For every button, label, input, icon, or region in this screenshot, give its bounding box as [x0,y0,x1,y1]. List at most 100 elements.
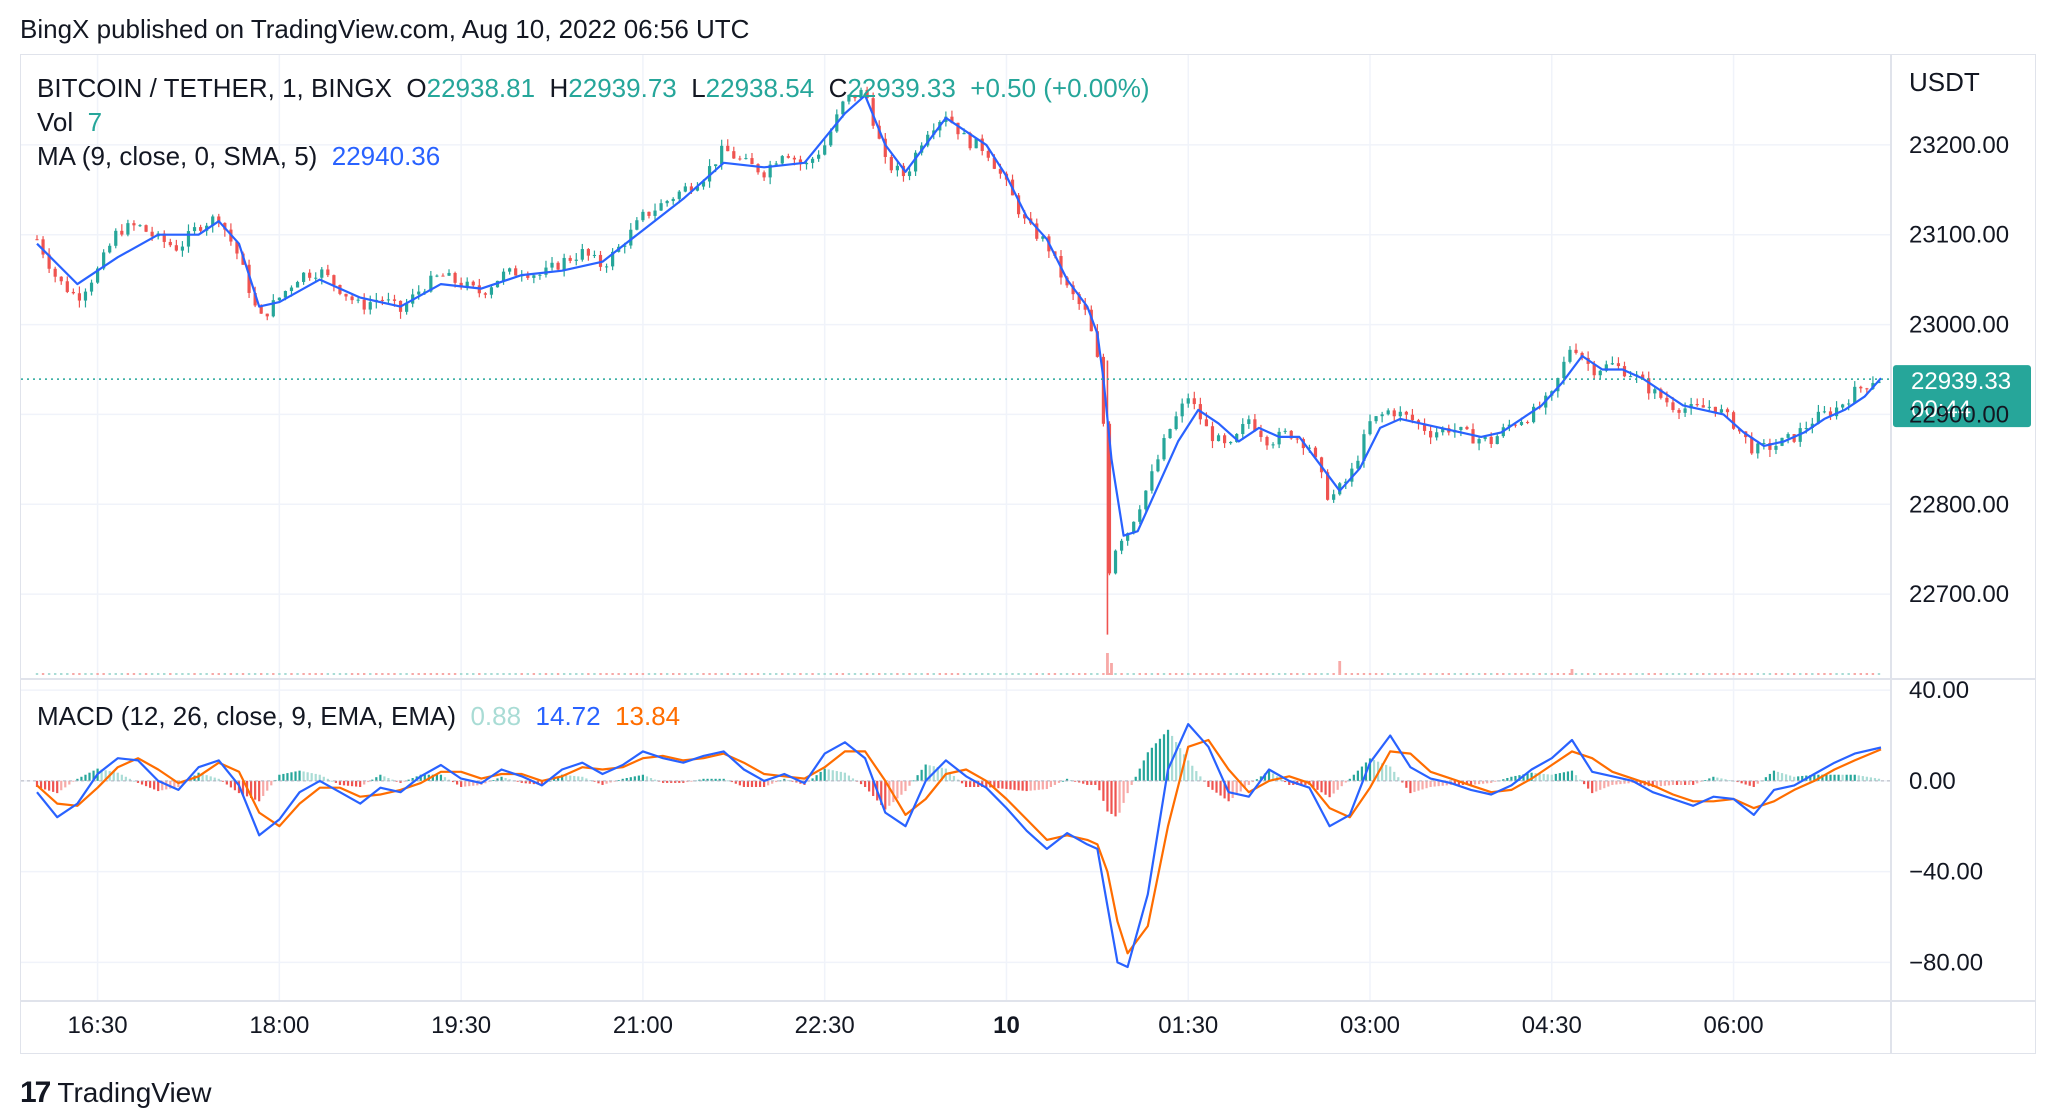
price-legend: BITCOIN / TETHER, 1, BINGX O22938.81 H22… [37,73,1150,104]
histogram-bar [1154,743,1158,781]
volume-bar [1017,673,1020,675]
volume-bar [1605,673,1608,675]
candle-body [1138,509,1142,522]
candle-body [320,269,324,278]
candle-body [1422,423,1427,431]
candle-body [1750,437,1754,454]
candle-body [501,271,506,281]
histogram-bar [1356,770,1359,781]
candle-body [1144,490,1148,510]
candle-body [198,227,203,231]
histogram-bar [144,780,148,787]
volume-bar [181,673,184,675]
histogram-bar [1332,780,1335,794]
histogram-bar [326,778,329,781]
chart-frame[interactable]: 22939.33 00:44 23200.00 23100.00 23000.00 229… [20,54,2036,1054]
volume-bar [1562,673,1566,675]
histogram-bar [1263,773,1267,781]
histogram-bar [1591,780,1594,794]
candle-body [798,159,803,165]
histogram-bar [1538,773,1541,781]
volume-bar [1847,673,1850,675]
histogram-bar [520,780,523,783]
histogram-bar [621,778,624,781]
histogram-bar [1005,780,1008,790]
candle-body [1701,405,1705,408]
volume-bar [1265,673,1269,675]
volume-bar [247,673,251,675]
candle-body [1350,468,1354,482]
candle-body [1289,430,1293,439]
volume-bar [1556,673,1560,675]
histogram-bar [843,772,846,781]
candle-body [174,245,178,251]
candle-body [314,277,318,279]
volume-bar [1859,673,1863,675]
histogram-bar [249,780,253,799]
candle-body [1847,403,1851,405]
histogram-bar [1251,780,1254,783]
volume-bar [1599,673,1602,675]
candle-body [186,231,191,247]
histogram-bar [387,777,390,781]
candle-body [526,275,530,278]
volume-legend[interactable]: Vol 7 [37,107,102,138]
volume-bar [138,673,142,675]
volume-spike [1106,653,1109,675]
histogram-bar [1001,780,1004,789]
histogram-bar [173,780,176,788]
candle-body [1598,370,1602,376]
bar-countdown: 00:44 [1911,396,1971,423]
histogram-bar [1716,777,1719,781]
volume-bar [1132,673,1135,675]
price-tick-label: 22800.00 [1909,491,2009,518]
volume-bar [1053,673,1057,675]
histogram-bar [104,770,107,781]
volume-bar [193,673,196,675]
volume-bar [278,673,281,675]
histogram-bar [1146,752,1149,781]
volume-bar [1411,673,1414,675]
candle-body [95,268,100,283]
histogram-bar [1873,778,1877,781]
volume-spike [1110,663,1113,675]
volume-bar [211,673,214,675]
histogram-bar [1239,780,1242,792]
symbol-label[interactable]: BITCOIN / TETHER, 1, BINGX [37,73,392,103]
histogram-bar [1558,773,1561,781]
histogram-bar [1037,780,1040,790]
volume-bar [1102,673,1105,675]
histogram-bar [1578,779,1582,781]
candle-body [1089,309,1093,332]
histogram-bar [1748,780,1751,786]
volume-bar [1417,673,1420,675]
histogram-bar [346,780,350,786]
candle-body [435,275,439,277]
histogram-bar [1021,780,1024,791]
histogram-bar [1522,774,1525,781]
histogram-bar [100,769,103,781]
volume-bar [362,673,366,675]
candle-body [665,201,669,204]
candle-body [538,274,542,276]
volume-bar [890,673,893,675]
macd-legend[interactable]: MACD (12, 26, close, 9, EMA, EMA) 0.88 1… [37,701,680,732]
histogram-bar [1514,775,1517,781]
histogram-bar [52,780,55,792]
volume-bar [878,673,881,675]
candle-body [53,268,57,277]
histogram-bar [653,779,657,781]
histogram-bar [359,780,362,787]
volume-bar [1611,673,1614,675]
volume-bar [1750,673,1753,675]
histogram-bar [294,771,297,781]
histogram-bar [334,780,338,783]
chart-canvas[interactable]: 22939.3300:4423200.0023100.0023000.00229… [21,55,2035,1053]
volume-bar [799,673,802,675]
ma-legend[interactable]: MA (9, close, 0, SMA, 5) 22940.36 [37,141,440,172]
tradingview-logo[interactable]: 17 TradingView [20,1076,211,1110]
candle-body [895,165,899,171]
histogram-bar [1368,758,1372,781]
histogram-bar [1825,774,1828,781]
time-tick-label: 19:30 [431,1012,491,1039]
